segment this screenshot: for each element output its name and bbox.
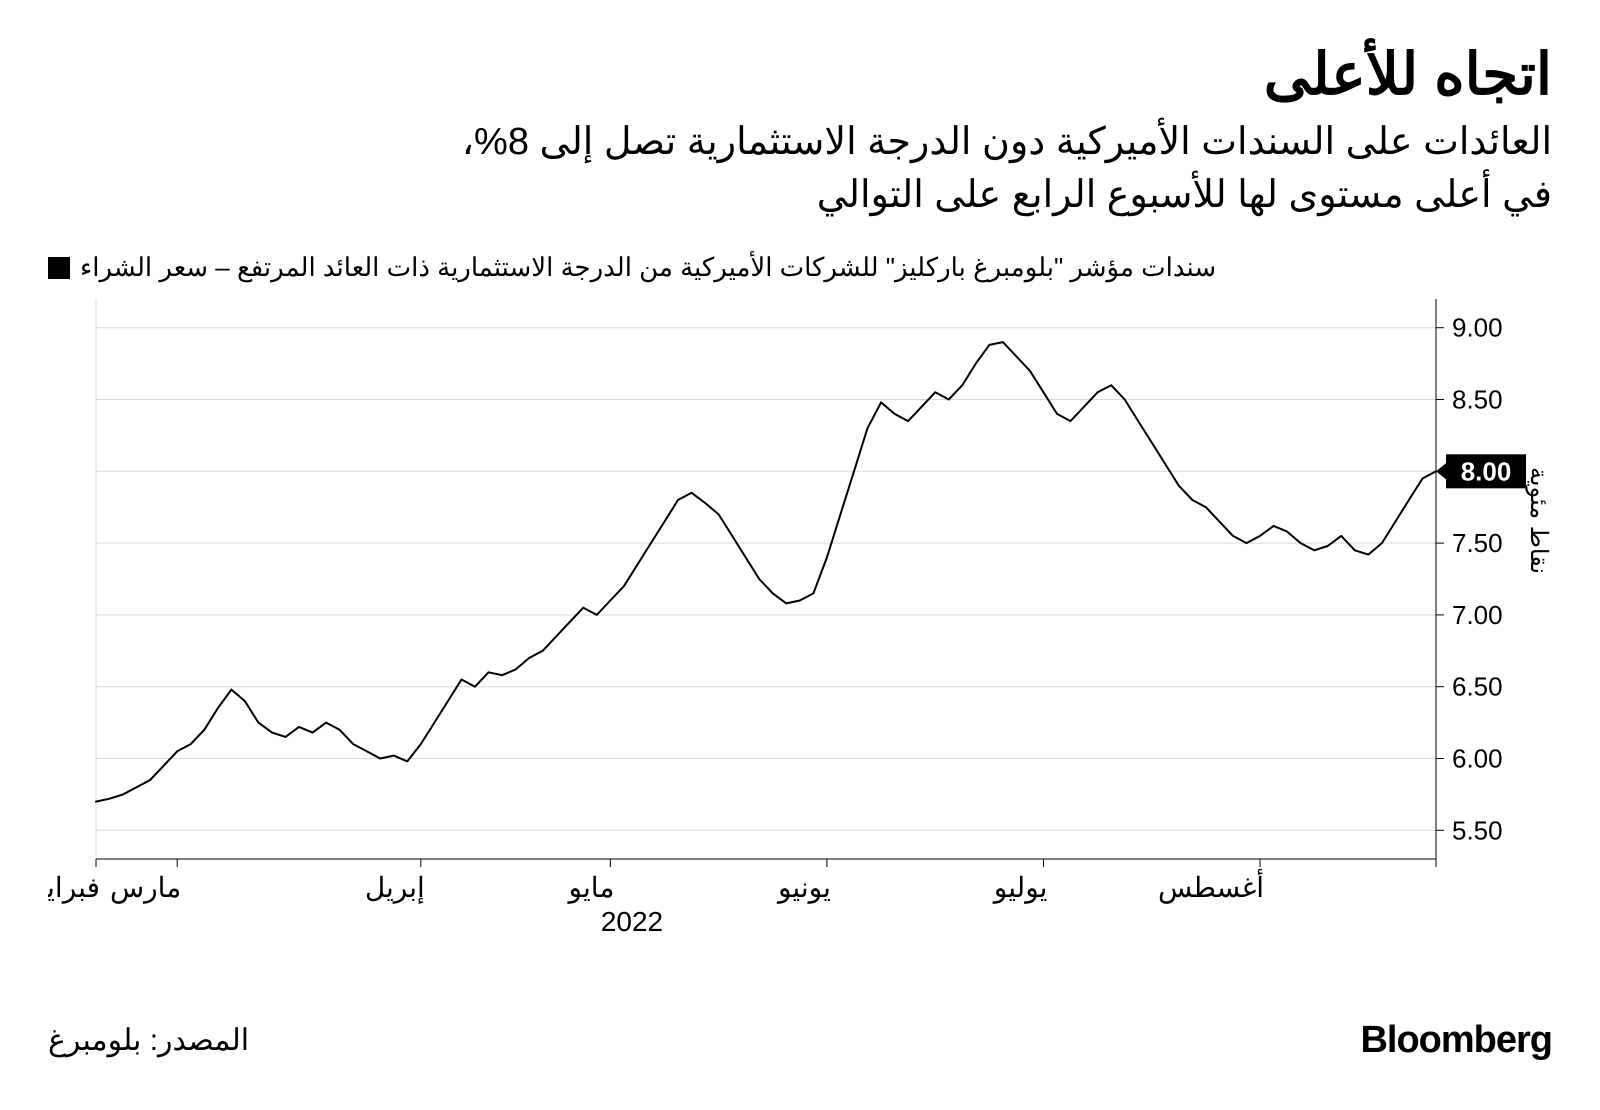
- svg-text:إبريل: إبريل: [365, 872, 425, 904]
- svg-text:يوليو: يوليو: [992, 872, 1048, 904]
- legend-swatch: [48, 257, 70, 279]
- source-label: المصدر: بلومبرغ: [48, 1023, 249, 1058]
- chart-title: اتجاه للأعلى: [48, 40, 1552, 108]
- svg-text:6.50: 6.50: [1452, 672, 1503, 702]
- svg-text:2022: 2022: [601, 906, 663, 937]
- legend-label: سندات مؤشر "بلومبرغ باركليز" للشركات الأ…: [80, 252, 1216, 283]
- svg-text:فبراير: فبراير: [48, 872, 100, 904]
- chart-container: اتجاه للأعلى العائدات على السندات الأمير…: [0, 0, 1600, 1110]
- svg-text:8.50: 8.50: [1452, 385, 1503, 415]
- svg-text:9.00: 9.00: [1452, 313, 1503, 343]
- chart-footer: Bloomberg المصدر: بلومبرغ: [48, 1019, 1552, 1062]
- svg-text:6.00: 6.00: [1452, 744, 1503, 774]
- subtitle-line-2: في أعلى مستوى لها للأسبوع الرابع على الت…: [48, 169, 1552, 222]
- chart-area: 5.50 6.00 6.50 7.00 7.50 8.50 9.00 فبراير مارس إب…: [48, 299, 1552, 939]
- svg-text:أغسطس: أغسطس: [1158, 869, 1264, 904]
- svg-text:يونيو: يونيو: [776, 872, 831, 904]
- brand-logo: Bloomberg: [1360, 1019, 1552, 1062]
- line-chart-svg: 5.50 6.00 6.50 7.00 7.50 8.50 9.00 فبراير مارس إب…: [48, 299, 1552, 939]
- svg-text:مارس: مارس: [110, 872, 181, 904]
- svg-text:5.50: 5.50: [1452, 816, 1503, 846]
- subtitle-line-1: العائدات على السندات الأميركية دون الدرج…: [48, 116, 1552, 169]
- legend: سندات مؤشر "بلومبرغ باركليز" للشركات الأ…: [48, 252, 1552, 283]
- svg-text:7.50: 7.50: [1452, 528, 1503, 558]
- svg-text:7.00: 7.00: [1452, 600, 1503, 630]
- svg-text:مايو: مايو: [567, 872, 615, 904]
- y-axis-title: نقاط مئوية: [1524, 467, 1552, 574]
- svg-text:8.00: 8.00: [1461, 457, 1512, 487]
- chart-subtitle: العائدات على السندات الأميركية دون الدرج…: [48, 116, 1552, 222]
